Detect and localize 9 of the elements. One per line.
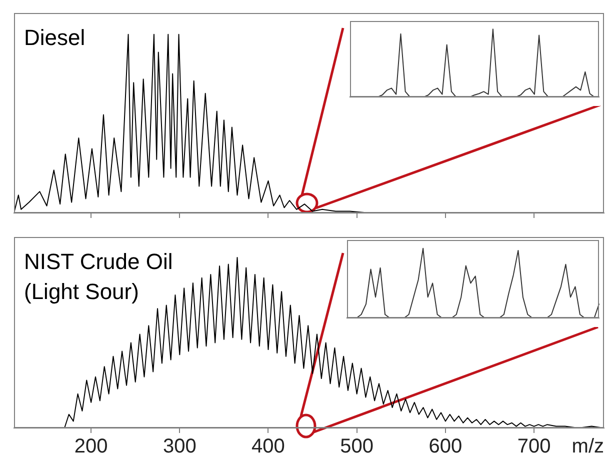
x-tick-label: 500 bbox=[340, 436, 374, 458]
x-tick-label: 200 bbox=[74, 436, 108, 458]
x-tick-label: 400 bbox=[252, 436, 285, 458]
chart-title: NIST Crude Oil (Light Sour) bbox=[24, 248, 174, 306]
x-tick-label: 600 bbox=[428, 436, 462, 458]
x-axis-title: m/z bbox=[572, 436, 604, 458]
x-tick-label: 700 bbox=[517, 436, 551, 458]
x-tick-label: 300 bbox=[162, 436, 196, 458]
chart-title: Diesel bbox=[24, 24, 86, 52]
